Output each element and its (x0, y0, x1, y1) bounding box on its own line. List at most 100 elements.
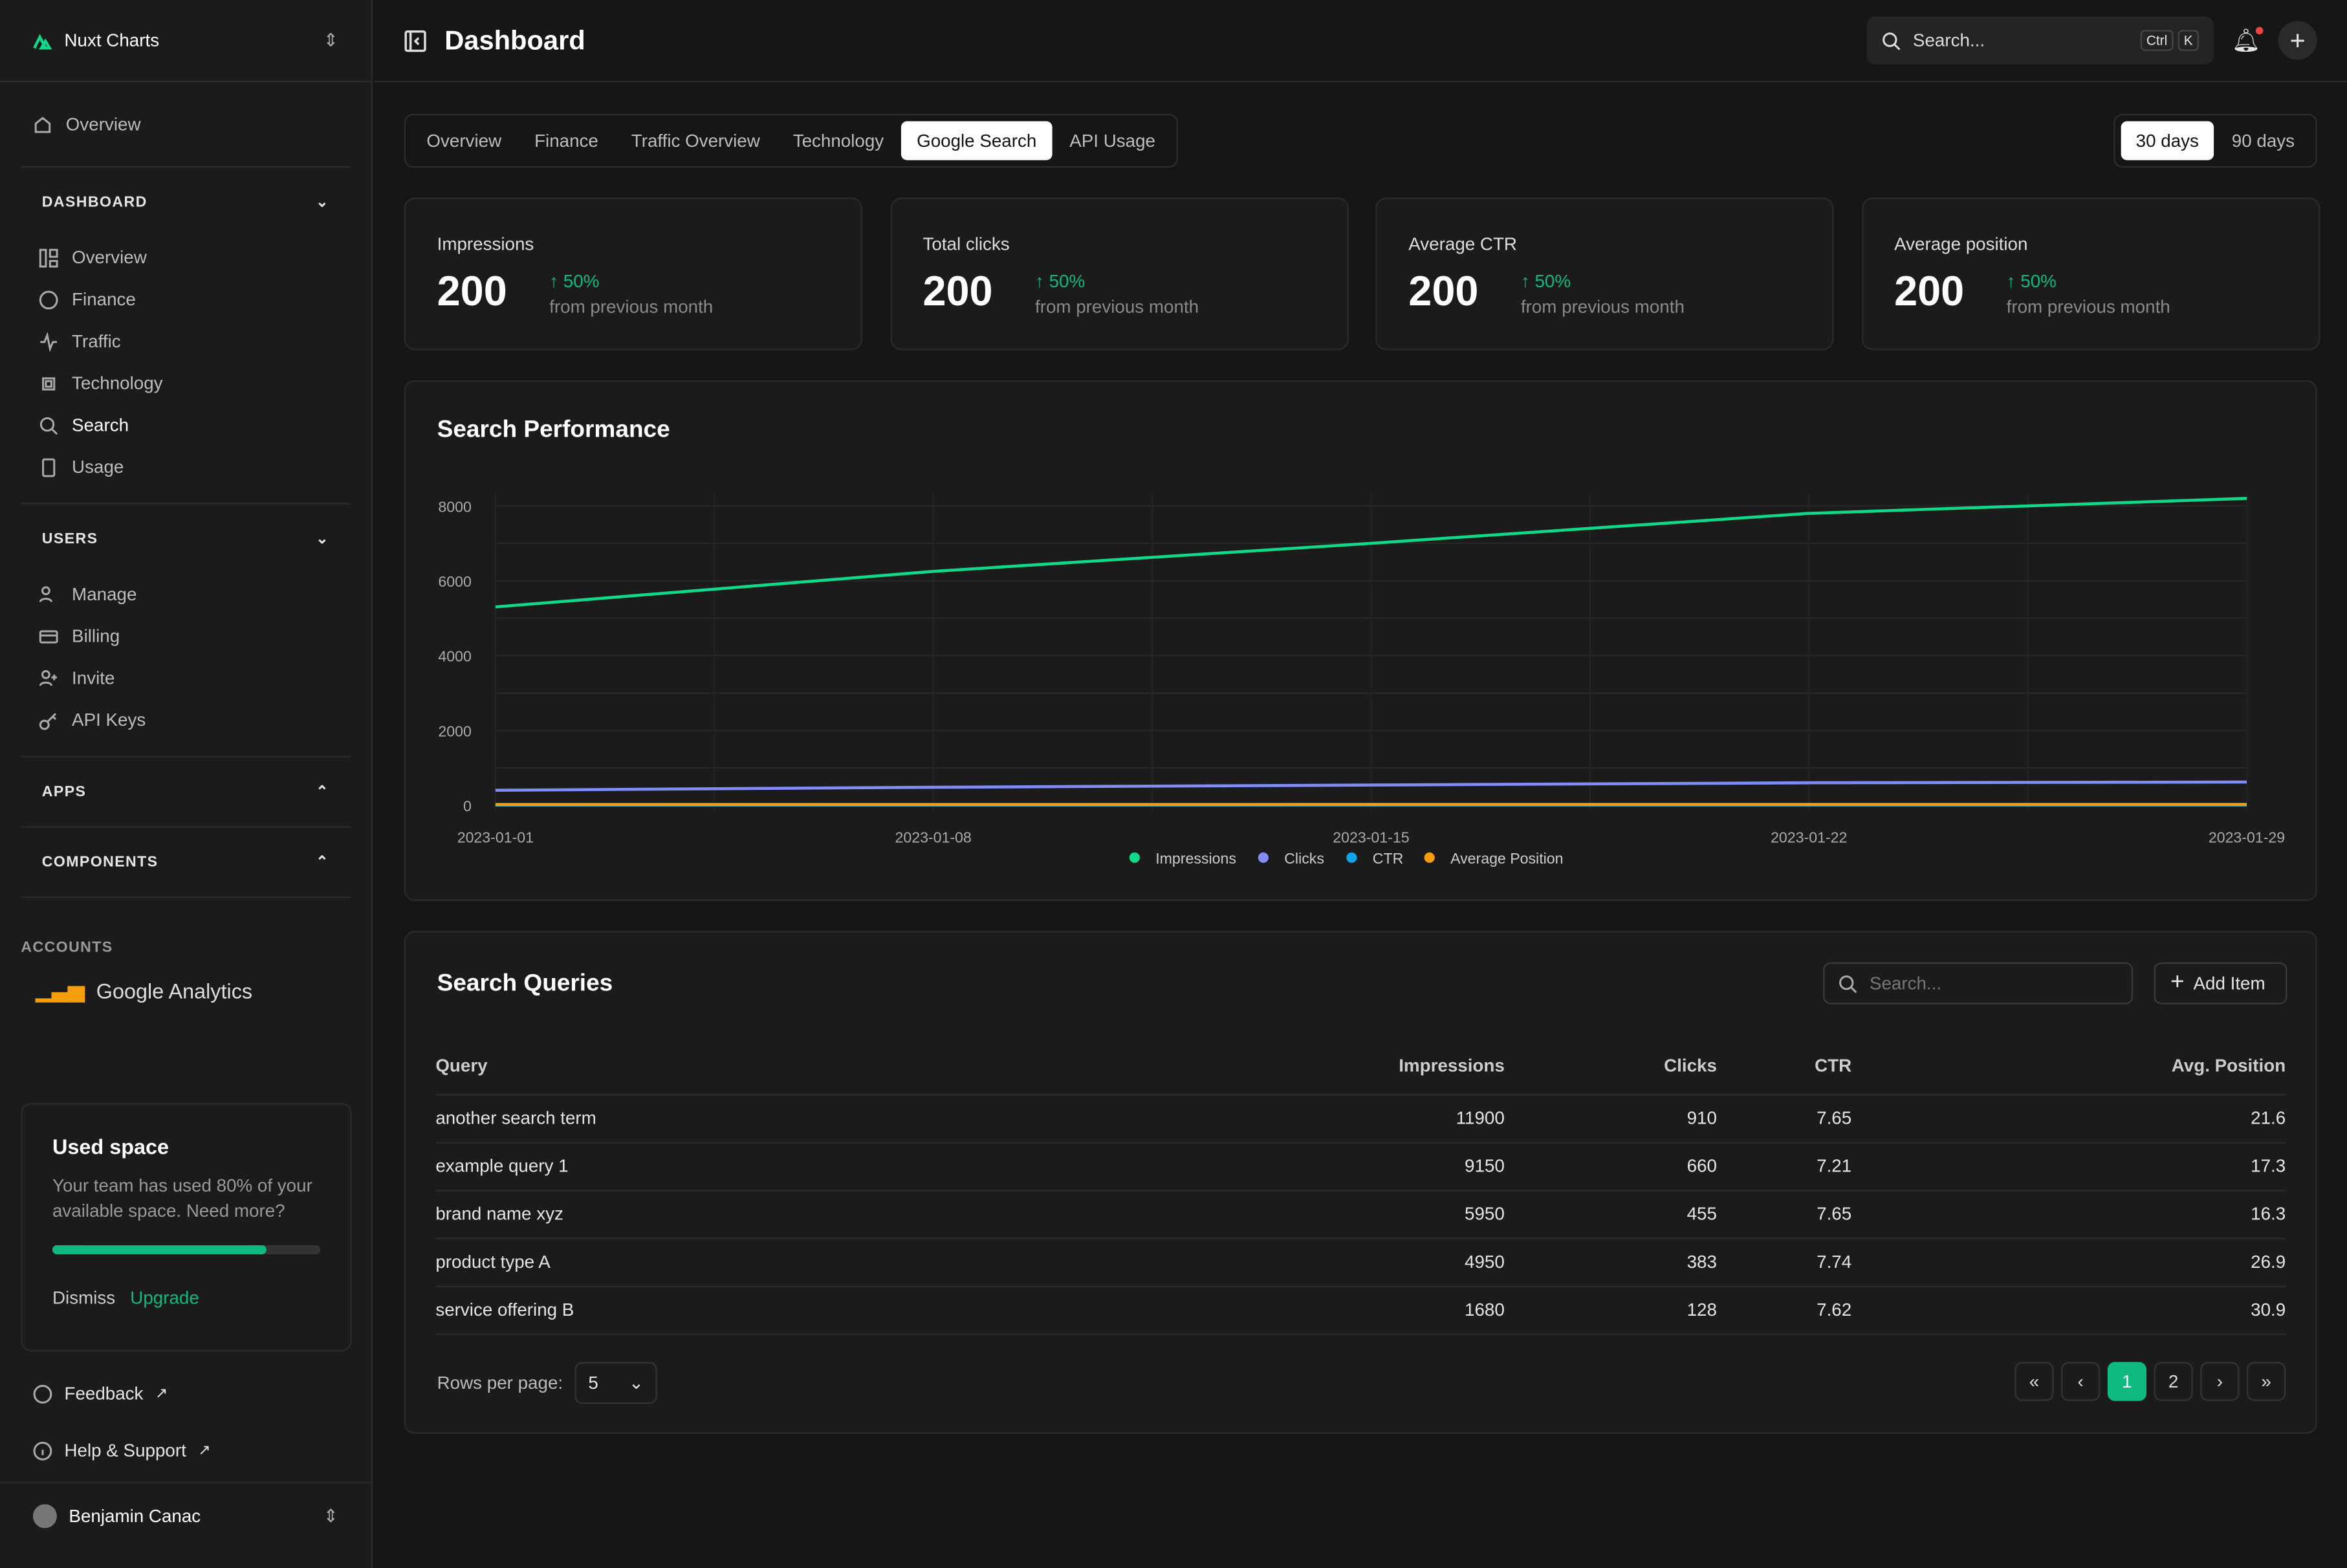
sidebar-item-finance[interactable]: Finance (0, 278, 371, 320)
table-row[interactable]: service offering B 1680 128 7.62 30.9 (435, 1285, 2286, 1334)
page-1-button[interactable]: 1 (2107, 1362, 2146, 1401)
range-30-days[interactable]: 30 days (2121, 121, 2214, 160)
title: Used space (52, 1134, 169, 1159)
invite-icon (39, 669, 58, 686)
stat-sub: from previous month (1520, 296, 1685, 318)
arrow-up-icon: ↑ (2006, 270, 2021, 292)
table-cell: 7.65 (1716, 1094, 1852, 1143)
sidebar-item-usage[interactable]: Usage (0, 446, 371, 488)
dismiss-button[interactable]: Dismiss (52, 1287, 116, 1309)
account-google-analytics[interactable]: ▁▃▅ Google Analytics (0, 957, 371, 1024)
section-apps[interactable]: APPS ⌃ (0, 757, 371, 826)
last-page-button[interactable]: » (2247, 1362, 2286, 1401)
label: Overview (72, 246, 147, 268)
table-cell: 5950 (1080, 1190, 1505, 1239)
arrow-up-icon: ↑ (549, 270, 563, 292)
column-header[interactable]: CTR (1716, 1037, 1852, 1095)
sidebar-item-search[interactable]: Search (0, 404, 371, 446)
label: Search (72, 414, 129, 436)
prev-page-button[interactable]: ‹ (2061, 1362, 2101, 1401)
search-icon (1883, 32, 1901, 50)
tab-overview[interactable]: Overview (426, 130, 502, 151)
table-cell: 16.3 (1851, 1190, 2286, 1239)
chat-icon (33, 1384, 52, 1403)
column-header[interactable]: Query (435, 1037, 1080, 1095)
column-header[interactable]: Clicks (1504, 1037, 1717, 1095)
stat-change: ↑ 50% (549, 271, 599, 292)
range-90-days[interactable]: 90 days (2231, 130, 2295, 151)
tab-technology[interactable]: Technology (792, 130, 884, 151)
chevron-up-icon: ⌃ (316, 854, 330, 871)
range-toggle: 30 days 90 days (2113, 113, 2317, 168)
table-cell: 21.6 (1851, 1094, 2286, 1143)
label: Feedback (64, 1382, 144, 1404)
feedback-link[interactable]: Feedback ↗ (33, 1383, 168, 1404)
sidebar-item-overview[interactable]: Overview (0, 237, 371, 279)
section-title: COMPONENTS (41, 854, 158, 871)
y-tick-label: 2000 (438, 723, 471, 739)
placeholder: Search... (1912, 30, 1985, 51)
sidebar-toggle-icon[interactable] (404, 29, 427, 52)
rows-per-page-select[interactable]: 5 ⌄ (574, 1362, 657, 1404)
sidebar-item-technology[interactable]: Technology (0, 362, 371, 404)
table-row[interactable]: another search term 11900 910 7.65 21.6 (435, 1094, 2286, 1143)
x-tick-label: 2023-01-15 (1333, 829, 1409, 846)
sidebar-item-invite[interactable]: Invite (0, 657, 371, 699)
table-cell: 17.3 (1851, 1142, 2286, 1191)
tab-google-search[interactable]: Google Search (901, 121, 1052, 160)
table-search-input[interactable]: Search... (1823, 962, 2134, 1005)
stat-value: 200 (922, 268, 993, 314)
upgrade-button[interactable]: Upgrade (130, 1287, 199, 1309)
table-cell: 7.62 (1716, 1285, 1852, 1334)
section-title: APPS (41, 783, 87, 800)
used-space-card: Used space Your team has used 80% of you… (21, 1103, 352, 1352)
section-components[interactable]: COMPONENTS ⌃ (0, 828, 371, 897)
column-header[interactable]: Impressions (1080, 1037, 1505, 1095)
tab-bar: Overview Finance Traffic Overview Technolog… (404, 113, 1178, 168)
legend-label: Clicks (1284, 850, 1324, 867)
sidebar-item-traffic[interactable]: Traffic (0, 320, 371, 362)
chevron-updown-icon: ⇕ (323, 30, 338, 51)
x-tick-label: 2023-01-08 (895, 829, 972, 846)
search-icon (39, 416, 58, 435)
label: Usage (72, 456, 124, 478)
analytics-icon: ▁▃▅ (36, 977, 85, 1001)
section-dashboard[interactable]: DASHBOARD ⌄ (0, 168, 371, 236)
chevron-down-icon: ⌄ (628, 1372, 644, 1394)
search-input[interactable]: Search... Ctrl K (1866, 16, 2214, 65)
stat-change: ↑ 50% (1521, 271, 1571, 292)
label: API Keys (72, 709, 146, 731)
table-row[interactable]: example query 1 9150 660 7.21 17.3 (435, 1142, 2286, 1191)
next-page-button[interactable]: › (2200, 1362, 2240, 1401)
page-2-button[interactable]: 2 (2154, 1362, 2193, 1401)
tab-finance[interactable]: Finance (534, 130, 598, 151)
plus-button[interactable]: + (2278, 21, 2317, 60)
sidebar-item-billing[interactable]: Billing (0, 615, 371, 657)
table-cell: 383 (1504, 1237, 1717, 1287)
y-tick-label: 0 (463, 798, 472, 814)
label: Finance (72, 289, 136, 310)
add-item-button[interactable]: + Add Item (2154, 962, 2287, 1005)
table-cell: 7.21 (1716, 1142, 1852, 1191)
first-page-button[interactable]: « (2014, 1362, 2054, 1401)
label: Overview (65, 113, 141, 135)
table-row[interactable]: brand name xyz 5950 455 7.65 16.3 (435, 1190, 2286, 1239)
table-cell: 30.9 (1851, 1285, 2286, 1334)
bell-icon[interactable]: 🔔︎ (2232, 27, 2264, 54)
table-row[interactable]: product type A 4950 383 7.74 26.9 (435, 1237, 2286, 1287)
help-link[interactable]: Help & Support ↗ (33, 1440, 211, 1461)
tab-api-usage[interactable]: API Usage (1069, 130, 1156, 151)
user-name: Benjamin Canac (69, 1505, 201, 1527)
section-title: DASHBOARD (41, 193, 147, 211)
user-menu[interactable]: Benjamin Canac ⇕ (32, 1504, 338, 1529)
tab-traffic-overview[interactable]: Traffic Overview (631, 130, 760, 151)
stat-label: Average position (1894, 233, 2028, 255)
team-switcher[interactable]: Nuxt Charts ⇕ (0, 0, 371, 83)
column-header[interactable]: Avg. Position (1851, 1037, 2286, 1095)
sidebar-item-overview[interactable]: Overview (0, 103, 371, 146)
section-users[interactable]: USERS ⌄ (0, 505, 371, 573)
table-cell: 4950 (1080, 1237, 1505, 1287)
sidebar-item-manage[interactable]: Manage (0, 573, 371, 615)
sidebar-item-api-keys[interactable]: API Keys (0, 699, 371, 741)
